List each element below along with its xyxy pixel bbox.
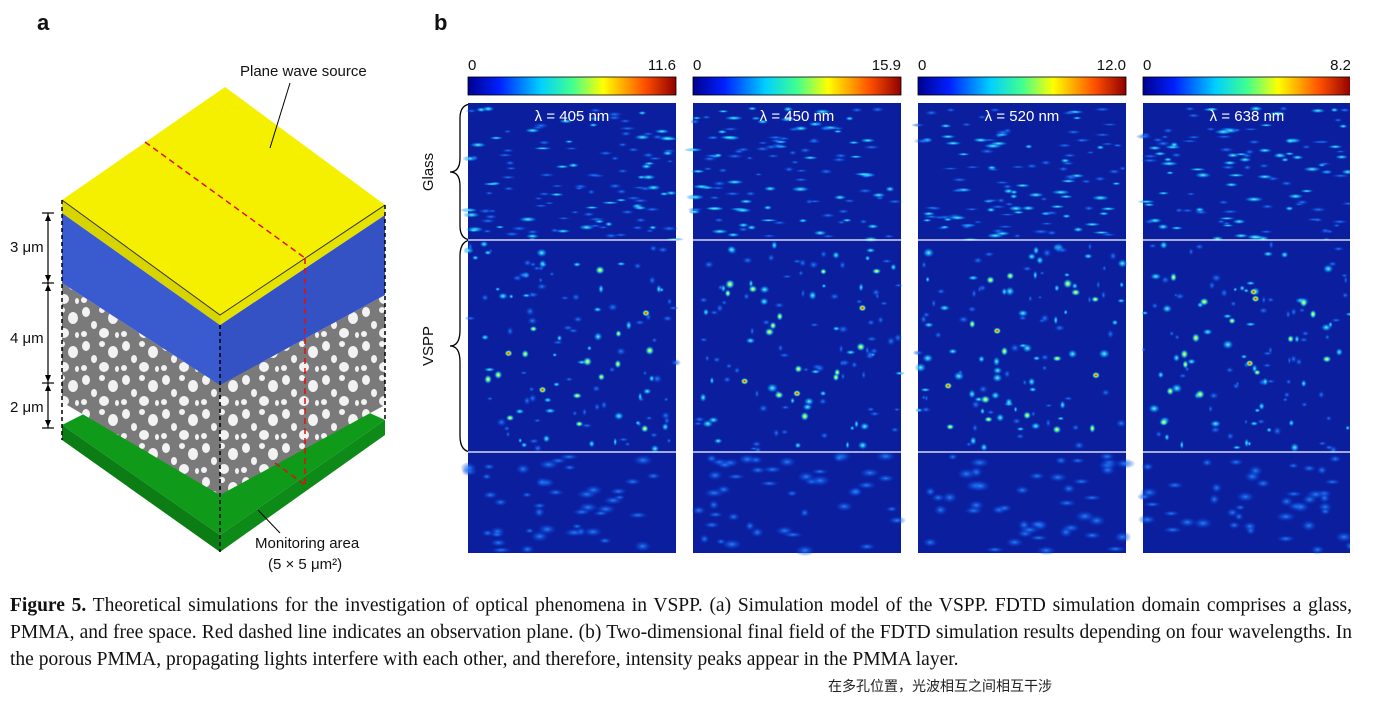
field-map-638: 0 8.2 λ = 638 nm bbox=[1135, 57, 1350, 555]
monitoring-area-label: Monitoring area bbox=[255, 535, 360, 552]
figure-caption-label: Figure 5. bbox=[10, 595, 87, 616]
glass-layer-left bbox=[62, 213, 220, 385]
colorbar-max-405: 11.6 bbox=[648, 57, 676, 74]
thickness-label-pmma: 4 μm bbox=[10, 330, 44, 347]
monitor-plate-left bbox=[62, 425, 220, 552]
colorbar-450 bbox=[692, 76, 902, 96]
colorbar-min-450: 0 bbox=[693, 57, 701, 74]
field-maps-figure: Glass VSPP 0 11.6 λ = 405 nm 0 15.9 λ = … bbox=[420, 57, 1350, 557]
colorbar-min-520: 0 bbox=[918, 57, 926, 74]
chinese-annotation: 在多孔位置，光波相互之间相互干涉 bbox=[828, 679, 1052, 695]
field-map-450: 0 15.9 λ = 450 nm bbox=[684, 57, 907, 557]
colorbar-520 bbox=[917, 76, 1127, 96]
observation-plane-line bbox=[144, 141, 306, 259]
vspp-region-brace bbox=[449, 239, 473, 453]
pmma-layer-left bbox=[62, 283, 220, 495]
panel-b-label: b bbox=[434, 10, 448, 35]
source-layer-left bbox=[62, 200, 220, 325]
simulation-model-diagram: Plane wave source 3 μm 4 μm 2 μm Monitor… bbox=[10, 63, 386, 573]
wavelength-label-405: λ = 405 nm bbox=[535, 108, 610, 125]
dimension-arrows bbox=[42, 212, 54, 429]
wavelength-label-638: λ = 638 nm bbox=[1210, 108, 1285, 125]
figure-caption: Figure 5. Theoretical simulations for th… bbox=[10, 592, 1352, 673]
colorbar-max-520: 12.0 bbox=[1097, 57, 1126, 74]
field-map-405: 0 11.6 λ = 405 nm bbox=[460, 57, 684, 554]
thickness-label-free-space: 2 μm bbox=[10, 399, 44, 416]
glass-region-label: Glass bbox=[420, 153, 437, 191]
colorbar-max-450: 15.9 bbox=[872, 57, 901, 74]
monitor-plate-right bbox=[220, 420, 385, 552]
wavelength-label-450: λ = 450 nm bbox=[760, 108, 835, 125]
source-layer-right bbox=[220, 205, 385, 325]
panel-a-label: a bbox=[37, 10, 50, 35]
vspp-region-label: VSPP bbox=[420, 326, 437, 366]
glass-region-brace bbox=[449, 103, 473, 241]
glass-layer-right bbox=[220, 215, 385, 385]
colorbar-min-405: 0 bbox=[468, 57, 476, 74]
pmma-layer-right bbox=[220, 295, 385, 495]
wavelength-label-520: λ = 520 nm bbox=[985, 108, 1060, 125]
colorbar-min-638: 0 bbox=[1143, 57, 1151, 74]
colorbar-max-638: 8.2 bbox=[1330, 57, 1350, 74]
field-map-background bbox=[918, 103, 1126, 553]
thickness-label-glass: 3 μm bbox=[10, 239, 44, 256]
field-map-520: 0 12.0 λ = 520 nm bbox=[911, 57, 1136, 556]
colorbar-638 bbox=[1142, 76, 1350, 96]
plane-wave-source-label: Plane wave source bbox=[240, 63, 367, 80]
figure-caption-text: Theoretical simulations for the investig… bbox=[10, 595, 1352, 670]
monitoring-area-size: (5 × 5 μm²) bbox=[268, 556, 342, 573]
colorbar-405 bbox=[467, 76, 677, 96]
